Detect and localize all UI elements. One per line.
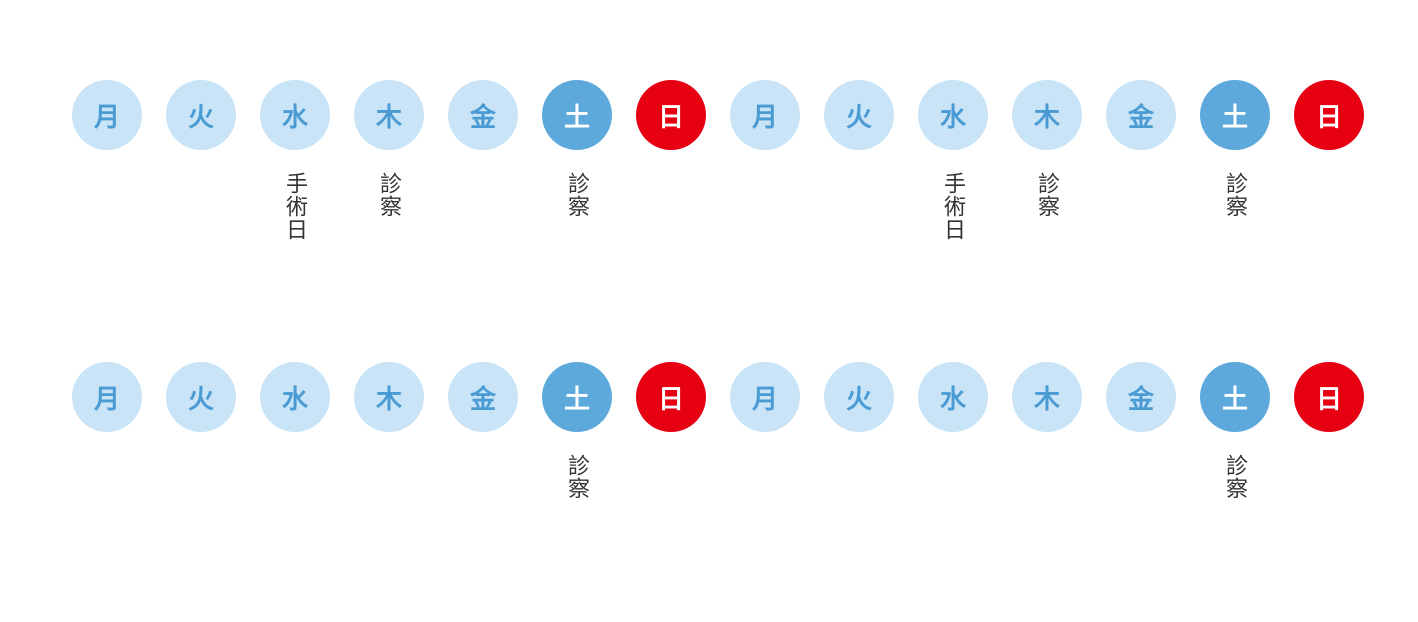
day-cell: 木 診察: [1012, 80, 1082, 241]
day-char: 土: [564, 379, 590, 416]
day-char: 日: [658, 97, 684, 134]
day-char: 土: [1222, 379, 1248, 416]
day-cell: 月: [730, 80, 800, 241]
day-char: 木: [1034, 97, 1060, 134]
day-cell: 金: [448, 80, 518, 241]
day-char: 水: [282, 97, 308, 134]
day-char: 土: [564, 97, 590, 134]
day-char: 金: [470, 379, 496, 416]
day-char: 月: [94, 97, 120, 134]
day-circle-sat: 土: [542, 362, 612, 432]
day-cell: 水: [260, 362, 330, 500]
day-cell: 火: [166, 362, 236, 500]
day-cell: 月: [72, 362, 142, 500]
day-char: 日: [1316, 97, 1342, 134]
day-label: 手術日: [278, 172, 312, 241]
week-row-2: 月 火 水 木 金 土 診察 日 月: [72, 362, 1364, 500]
day-circle-tue: 火: [824, 80, 894, 150]
day-cell: 水 手術日: [260, 80, 330, 241]
day-circle-wed: 水: [260, 80, 330, 150]
day-circle-sun: 日: [1294, 80, 1364, 150]
day-circle-tue: 火: [166, 80, 236, 150]
day-cell: 日: [1294, 80, 1364, 241]
day-char: 金: [470, 97, 496, 134]
day-char: 木: [376, 97, 402, 134]
day-circle-tue: 火: [824, 362, 894, 432]
day-circle-thu: 木: [1012, 80, 1082, 150]
day-circle-mon: 月: [72, 362, 142, 432]
day-cell: 月: [72, 80, 142, 241]
day-cell: 土 診察: [542, 80, 612, 241]
day-circle-fri: 金: [448, 80, 518, 150]
day-char: 日: [658, 379, 684, 416]
day-circle-sat: 土: [1200, 80, 1270, 150]
day-label: 診察: [1030, 172, 1064, 218]
day-circle-mon: 月: [730, 362, 800, 432]
day-circle-fri: 金: [1106, 80, 1176, 150]
day-circle-tue: 火: [166, 362, 236, 432]
day-label: 診察: [560, 454, 594, 500]
day-circle-thu: 木: [354, 362, 424, 432]
day-cell: 水: [918, 362, 988, 500]
day-char: 木: [376, 379, 402, 416]
day-char: 日: [1316, 379, 1342, 416]
day-circle-sat: 土: [542, 80, 612, 150]
day-cell: 火: [824, 362, 894, 500]
day-circle-thu: 木: [1012, 362, 1082, 432]
day-cell: 日: [636, 80, 706, 241]
day-cell: 月: [730, 362, 800, 500]
day-char: 水: [940, 379, 966, 416]
day-cell: 火: [166, 80, 236, 241]
day-circle-sat: 土: [1200, 362, 1270, 432]
schedule-diagram: 月 火 水 手術日 木 診察 金 土 診察 日 月: [0, 0, 1418, 622]
day-cell: 土 診察: [1200, 80, 1270, 241]
day-circle-thu: 木: [354, 80, 424, 150]
day-char: 火: [188, 379, 214, 416]
day-char: 月: [752, 379, 778, 416]
day-cell: 土 診察: [542, 362, 612, 500]
day-char: 火: [188, 97, 214, 134]
day-circle-sun: 日: [1294, 362, 1364, 432]
day-cell: 木: [354, 362, 424, 500]
day-label: 診察: [372, 172, 406, 218]
day-cell: 水 手術日: [918, 80, 988, 241]
day-char: 土: [1222, 97, 1248, 134]
day-cell: 土 診察: [1200, 362, 1270, 500]
day-cell: 日: [636, 362, 706, 500]
week-row-1: 月 火 水 手術日 木 診察 金 土 診察 日 月: [72, 80, 1364, 241]
day-cell: 木 診察: [354, 80, 424, 241]
day-cell: 木: [1012, 362, 1082, 500]
day-label: 診察: [560, 172, 594, 218]
day-label: 手術日: [936, 172, 970, 241]
day-circle-sun: 日: [636, 362, 706, 432]
day-circle-mon: 月: [72, 80, 142, 150]
day-char: 金: [1128, 379, 1154, 416]
day-circle-wed: 水: [918, 362, 988, 432]
day-circle-fri: 金: [1106, 362, 1176, 432]
day-char: 火: [846, 379, 872, 416]
day-char: 水: [940, 97, 966, 134]
day-cell: 金: [1106, 362, 1176, 500]
day-cell: 金: [448, 362, 518, 500]
day-char: 月: [752, 97, 778, 134]
day-circle-sun: 日: [636, 80, 706, 150]
day-circle-wed: 水: [260, 362, 330, 432]
day-circle-wed: 水: [918, 80, 988, 150]
day-cell: 日: [1294, 362, 1364, 500]
day-char: 金: [1128, 97, 1154, 134]
day-cell: 金: [1106, 80, 1176, 241]
day-cell: 火: [824, 80, 894, 241]
day-circle-fri: 金: [448, 362, 518, 432]
day-char: 月: [94, 379, 120, 416]
day-circle-mon: 月: [730, 80, 800, 150]
day-char: 水: [282, 379, 308, 416]
day-label: 診察: [1218, 172, 1252, 218]
day-label: 診察: [1218, 454, 1252, 500]
day-char: 木: [1034, 379, 1060, 416]
day-char: 火: [846, 97, 872, 134]
